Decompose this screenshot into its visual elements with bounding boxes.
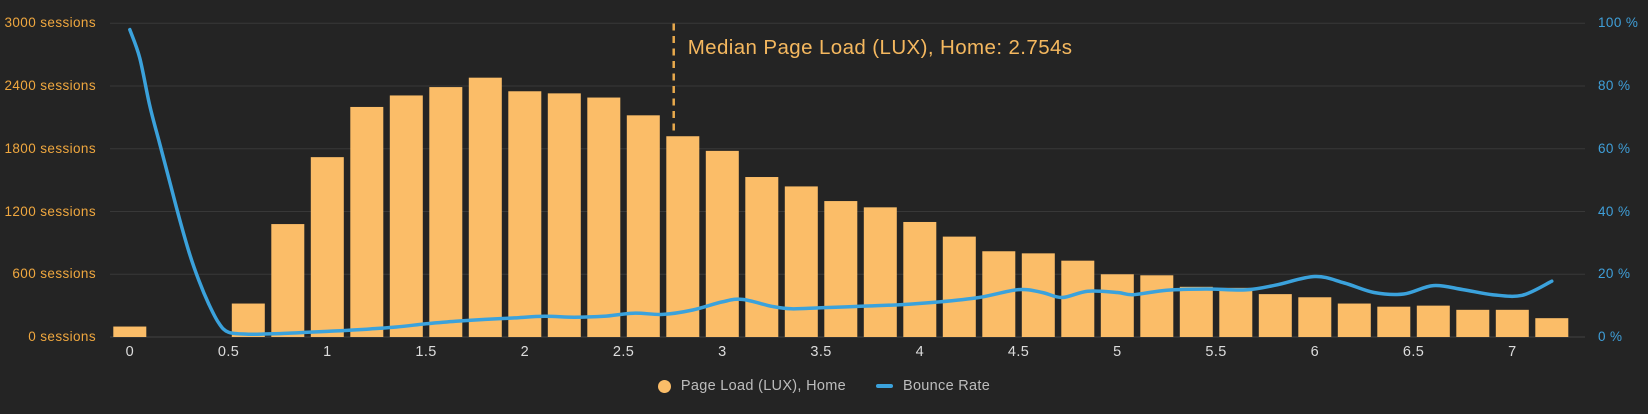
x-axis-tick-label: 6.5 bbox=[1402, 344, 1425, 360]
x-axis-tick-label: 1 bbox=[323, 344, 332, 360]
histogram-bar bbox=[863, 207, 897, 337]
bounce-rate-line bbox=[128, 27, 1554, 337]
histogram-bar bbox=[310, 157, 344, 337]
histogram-bar bbox=[1495, 309, 1529, 337]
x-axis-tick-label: 3 bbox=[718, 344, 727, 360]
histogram-bar bbox=[784, 186, 818, 337]
left-axis-tick-label: 2400 sessions bbox=[4, 78, 96, 94]
x-axis-tick-label: 3.5 bbox=[810, 344, 832, 360]
left-axis-tick-label: 0 sessions bbox=[28, 329, 96, 344]
histogram-bar bbox=[1219, 287, 1253, 337]
right-axis-tick-label: 100 % bbox=[1598, 15, 1639, 31]
left-axis-tick-label: 1800 sessions bbox=[4, 140, 96, 156]
legend-item-page-load[interactable]: Page Load (LUX), Home bbox=[657, 378, 846, 394]
histogram-bar bbox=[1377, 306, 1411, 337]
x-axis-tick-label: 4.5 bbox=[1007, 344, 1030, 360]
histogram-bar bbox=[389, 95, 423, 338]
x-axis-tick-label: 4 bbox=[915, 344, 925, 360]
histogram-bar bbox=[231, 303, 265, 337]
x-axis-tick-label: 0.5 bbox=[217, 344, 240, 360]
x-axis-tick-label: 2.5 bbox=[612, 344, 635, 360]
histogram-bar bbox=[1179, 286, 1213, 337]
histogram-bar bbox=[824, 201, 858, 337]
right-axis-tick-label: 20 % bbox=[1598, 266, 1631, 282]
histogram-bar bbox=[705, 150, 739, 337]
right-axis-tick-label: 0 % bbox=[1598, 329, 1623, 344]
histogram-bar bbox=[942, 236, 976, 337]
histogram-bar bbox=[508, 91, 542, 337]
histogram-bar bbox=[745, 177, 779, 337]
histogram-bar bbox=[1337, 303, 1371, 337]
histogram-bar bbox=[587, 97, 621, 338]
histogram-bar bbox=[468, 77, 502, 337]
histogram-bar bbox=[1298, 297, 1332, 337]
histogram-bar bbox=[113, 326, 147, 337]
bounce-rate-series-swatch-icon bbox=[875, 384, 893, 388]
left-axis-tick-label: 3000 sessions bbox=[4, 15, 96, 31]
histogram-bar bbox=[1140, 275, 1174, 337]
x-axis-tick-label: 0 bbox=[125, 344, 135, 360]
left-axis-tick-label: 1200 sessions bbox=[4, 203, 96, 219]
histogram-bar bbox=[271, 224, 305, 337]
legend: Page Load (LUX), Home Bounce Rate bbox=[0, 378, 1648, 394]
histogram-bar bbox=[1258, 294, 1292, 337]
histogram-bar bbox=[429, 87, 463, 337]
x-axis-tick-label: 5.5 bbox=[1205, 344, 1227, 360]
x-axis-tick-label: 7 bbox=[1508, 344, 1517, 360]
right-axis-tick-label: 40 % bbox=[1598, 203, 1631, 219]
x-axis-tick-label: 5 bbox=[1113, 344, 1122, 360]
legend-item-bounce-rate[interactable]: Bounce Rate bbox=[875, 378, 991, 394]
legend-label-page-load: Page Load (LUX), Home bbox=[680, 378, 846, 394]
histogram-bar bbox=[1100, 274, 1134, 337]
histogram-bar bbox=[903, 221, 937, 337]
page-load-series-swatch-icon bbox=[657, 379, 671, 393]
histogram-bar bbox=[1416, 305, 1450, 337]
median-annotation-label: Median Page Load (LUX), Home: 2.754s bbox=[687, 36, 1073, 59]
x-axis-tick-label: 1.5 bbox=[415, 344, 437, 360]
right-axis-tick-label: 60 % bbox=[1598, 140, 1631, 156]
histogram-bar bbox=[1535, 318, 1569, 337]
x-axis-tick-label: 6 bbox=[1310, 344, 1320, 360]
histogram-bar bbox=[666, 136, 700, 337]
histogram-bar bbox=[1456, 309, 1490, 337]
histogram-bar bbox=[626, 115, 660, 337]
x-axis-tick-label: 2 bbox=[520, 344, 530, 360]
right-axis-tick-label: 80 % bbox=[1598, 78, 1631, 94]
left-axis-tick-label: 600 sessions bbox=[12, 266, 96, 282]
legend-label-bounce-rate: Bounce Rate bbox=[902, 378, 991, 394]
histogram-bar bbox=[350, 106, 384, 337]
histogram-bar bbox=[1061, 260, 1095, 337]
histogram-bar bbox=[547, 93, 581, 337]
